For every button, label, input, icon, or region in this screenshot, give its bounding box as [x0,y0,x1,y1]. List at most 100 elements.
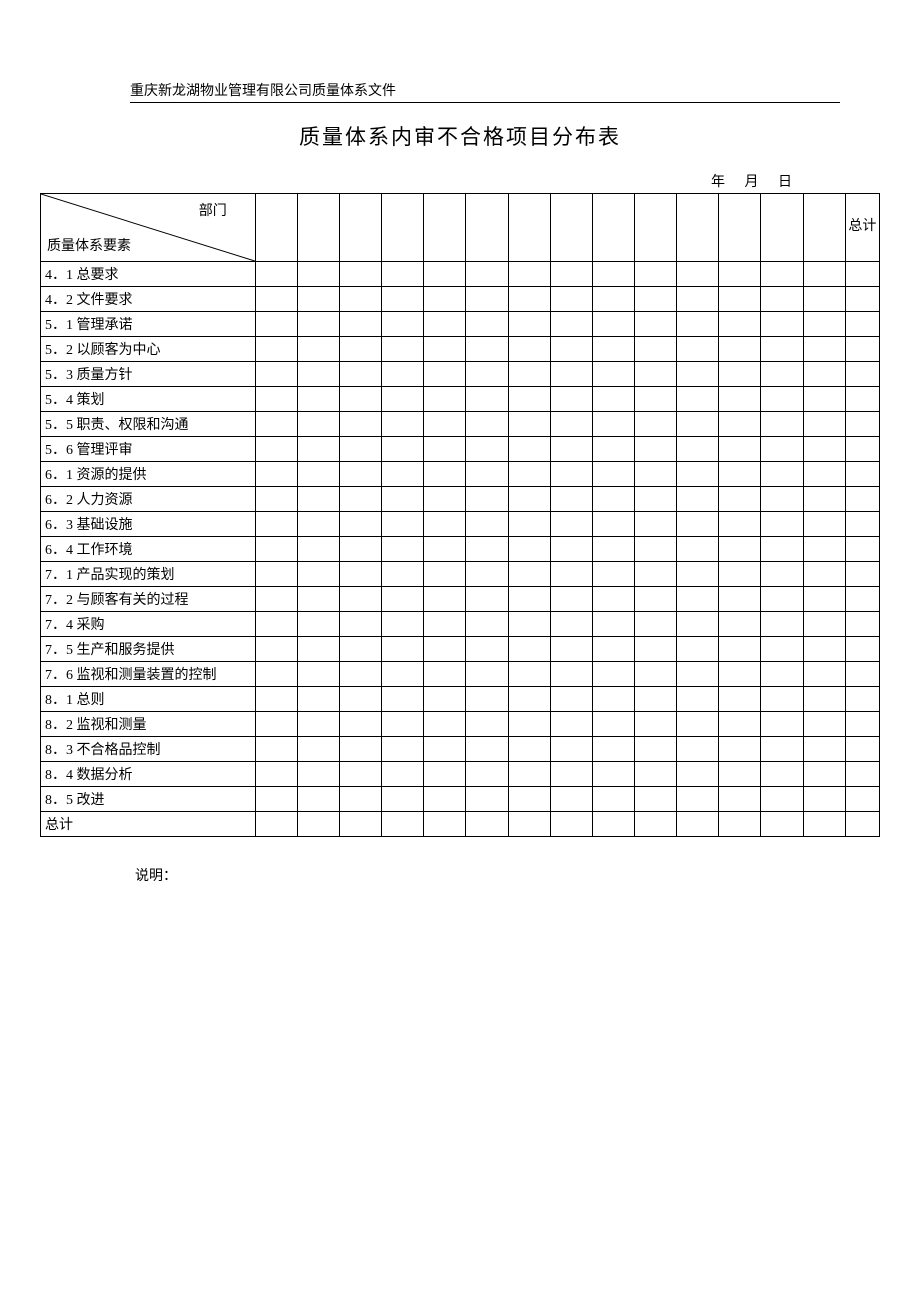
data-cell [592,312,634,337]
row-label: 5．4 策划 [41,387,256,412]
table-row: 6．2 人力资源 [41,487,880,512]
row-label: 6．2 人力资源 [41,487,256,512]
dept-col-header [297,194,339,262]
data-cell [550,637,592,662]
dept-col-header [382,194,424,262]
row-label: 5．2 以顾客为中心 [41,337,256,362]
data-cell [803,812,845,837]
data-cell [592,812,634,837]
data-cell [719,712,761,737]
data-cell [761,562,803,587]
data-cell [466,612,508,637]
data-cell [466,437,508,462]
data-cell [803,512,845,537]
row-label: 7．4 采购 [41,612,256,637]
row-label: 4．2 文件要求 [41,287,256,312]
row-label: 5．3 质量方针 [41,362,256,387]
data-cell [592,562,634,587]
data-cell [635,587,677,612]
data-cell [382,312,424,337]
data-cell [635,512,677,537]
data-cell [719,262,761,287]
data-cell [466,462,508,487]
data-cell [297,437,339,462]
table-row: 6．3 基础设施 [41,512,880,537]
data-cell [803,737,845,762]
table-row: 5．4 策划 [41,387,880,412]
row-total-cell [845,462,879,487]
data-cell [297,537,339,562]
row-total-cell [845,262,879,287]
row-total-cell [845,412,879,437]
data-cell [761,412,803,437]
data-cell [719,362,761,387]
table-row: 6．1 资源的提供 [41,462,880,487]
data-cell [340,662,382,687]
data-cell [424,662,466,687]
data-cell [508,812,550,837]
data-cell [424,562,466,587]
data-cell [508,662,550,687]
data-cell [803,662,845,687]
row-label: 7．6 监视和测量装置的控制 [41,662,256,687]
data-cell [550,512,592,537]
data-cell [677,587,719,612]
data-cell [635,712,677,737]
data-cell [382,737,424,762]
data-cell [255,487,297,512]
data-cell [550,437,592,462]
data-cell [382,537,424,562]
data-cell [340,462,382,487]
data-cell [761,787,803,812]
data-cell [592,362,634,387]
dept-col-header [761,194,803,262]
data-cell [635,387,677,412]
corner-top-label: 部门 [199,200,227,220]
data-cell [255,262,297,287]
data-cell [635,487,677,512]
data-cell [592,687,634,712]
data-cell [719,412,761,437]
data-cell [719,587,761,612]
data-cell [592,437,634,462]
data-cell [255,687,297,712]
data-cell [508,537,550,562]
data-cell [508,462,550,487]
data-cell [508,637,550,662]
table-row: 5．1 管理承诺 [41,312,880,337]
data-cell [761,612,803,637]
table-row: 7．5 生产和服务提供 [41,637,880,662]
table-row: 5．2 以顾客为中心 [41,337,880,362]
data-cell [719,612,761,637]
data-cell [635,262,677,287]
data-cell [297,687,339,712]
row-label: 6．3 基础设施 [41,512,256,537]
data-cell [508,512,550,537]
data-cell [255,787,297,812]
data-cell [550,812,592,837]
data-cell [508,612,550,637]
data-cell [677,387,719,412]
data-cell [761,462,803,487]
data-cell [550,662,592,687]
row-total-cell [845,587,879,612]
data-cell [677,362,719,387]
data-cell [803,612,845,637]
data-cell [382,262,424,287]
data-cell [508,287,550,312]
data-cell [424,712,466,737]
data-cell [677,762,719,787]
data-cell [424,487,466,512]
data-cell [340,612,382,637]
row-label: 8．1 总则 [41,687,256,712]
data-cell [508,787,550,812]
data-cell [761,712,803,737]
data-cell [297,662,339,687]
data-cell [677,462,719,487]
data-cell [255,362,297,387]
data-cell [508,562,550,587]
data-cell [719,812,761,837]
data-cell [635,362,677,387]
row-label: 5．1 管理承诺 [41,312,256,337]
data-cell [340,637,382,662]
